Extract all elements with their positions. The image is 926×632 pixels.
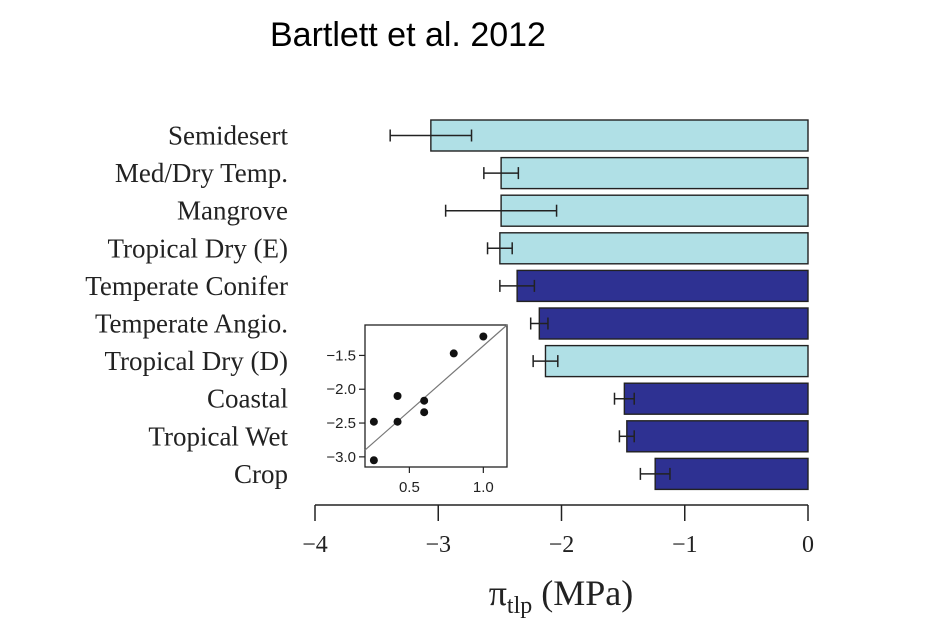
x-tick-label: 0 xyxy=(802,532,814,558)
inset-y-tick-label: −2.5 xyxy=(326,415,356,432)
inset-y-tick-label: −2.0 xyxy=(326,381,356,398)
bar xyxy=(500,156,809,190)
category-label: Mangrove xyxy=(177,196,288,226)
bar xyxy=(499,232,809,265)
inset-point xyxy=(393,417,402,426)
x-tick-label: −4 xyxy=(302,532,328,558)
category-label: Med/Dry Temp. xyxy=(115,158,288,188)
category-label: Tropical Dry (E) xyxy=(108,233,288,263)
inset-y-tick-label: −1.5 xyxy=(326,347,356,364)
inset-point xyxy=(420,408,429,417)
x-tick-label: −2 xyxy=(549,532,575,558)
bar xyxy=(626,420,809,453)
category-label: Crop xyxy=(234,459,288,489)
bar xyxy=(623,382,809,415)
inset-point xyxy=(479,332,488,341)
category-label: Tropical Dry (D) xyxy=(105,346,288,376)
inset-x-tick-label: 0.5 xyxy=(399,479,420,496)
inset-y-tick-label: −3.0 xyxy=(326,449,356,466)
bar xyxy=(654,457,809,491)
x-tick-label: −1 xyxy=(672,532,698,558)
category-label: Coastal xyxy=(207,384,288,414)
category-label: Tropical Wet xyxy=(148,421,288,451)
category-label: Semidesert xyxy=(168,121,288,151)
category-label: Temperate Angio. xyxy=(95,309,288,339)
inset-point xyxy=(449,349,458,358)
x-tick-label: −3 xyxy=(425,532,451,558)
inset-frame xyxy=(364,324,508,468)
inset-x-tick-label: 1.0 xyxy=(473,479,494,496)
x-axis-label: πtlp (MPa) xyxy=(489,573,634,619)
inset-fit-line xyxy=(364,324,508,451)
bar xyxy=(430,119,809,152)
bar xyxy=(538,307,809,340)
inset-point xyxy=(369,417,378,426)
category-label: Temperate Conifer xyxy=(85,271,288,301)
inset-point xyxy=(393,392,402,400)
slide-title: Bartlett et al. 2012 xyxy=(270,16,546,54)
bar xyxy=(516,269,809,303)
bar xyxy=(500,194,809,227)
inset-point xyxy=(420,396,429,405)
inset-point xyxy=(369,456,378,465)
bar xyxy=(544,344,809,378)
